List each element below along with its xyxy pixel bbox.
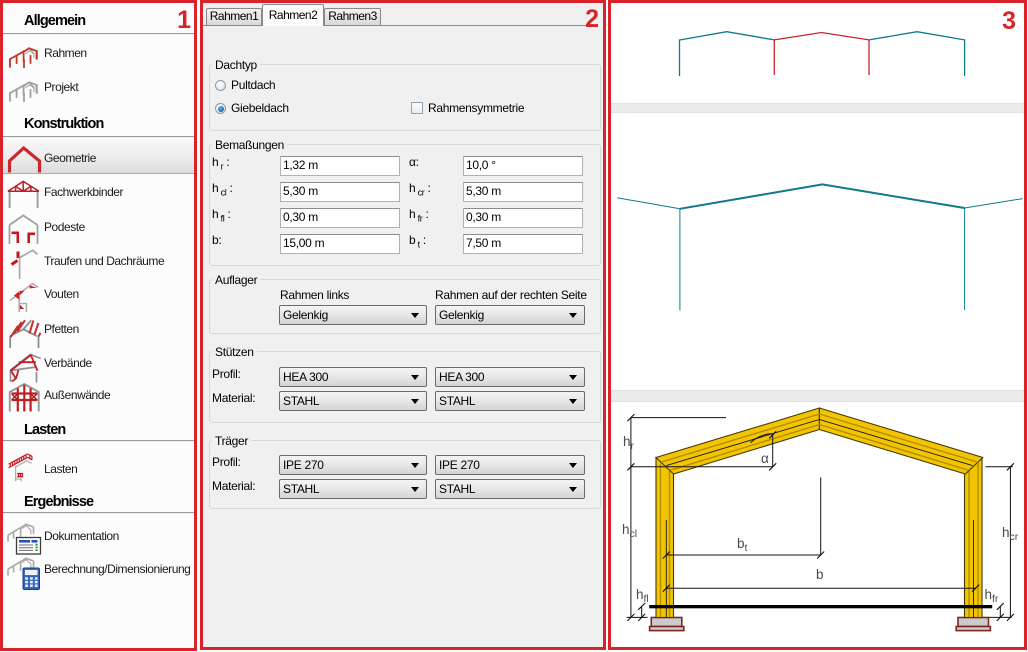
svg-text:bt: bt	[737, 536, 748, 554]
svg-text:α: α	[761, 451, 769, 466]
svg-text:hfl: hfl	[636, 587, 649, 605]
svg-text:hr: hr	[623, 434, 635, 452]
svg-text:b: b	[816, 567, 824, 582]
svg-text:hcl: hcl	[622, 522, 637, 540]
svg-text:hfr: hfr	[985, 587, 999, 605]
